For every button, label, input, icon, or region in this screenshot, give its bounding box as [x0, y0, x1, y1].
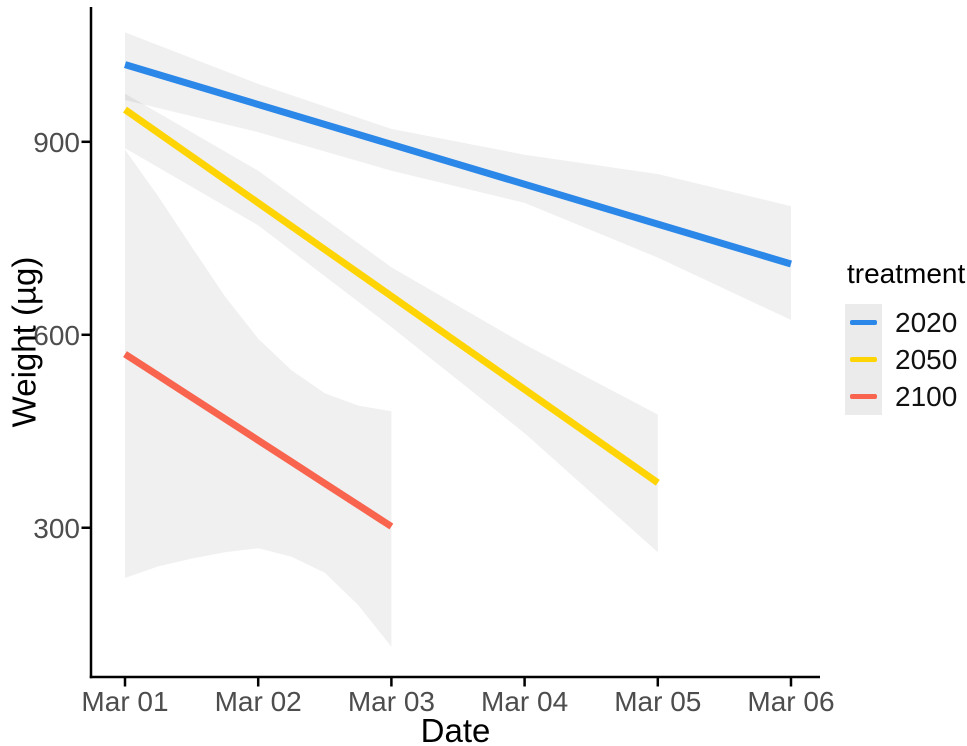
x-tick-label-mar-01: Mar 01 [81, 686, 168, 717]
ci-ribbon-2050 [125, 93, 658, 553]
legend-item-2100: 2100 [845, 378, 965, 415]
legend-title: treatment [847, 258, 966, 289]
legend-key-line-2020 [850, 320, 877, 325]
legend-key-line-2050 [850, 357, 877, 362]
x-tick-label-mar-03: Mar 03 [348, 686, 435, 717]
legend-item-2020: 2020 [845, 304, 965, 341]
x-tick-label-mar-05: Mar 05 [614, 686, 701, 717]
legend-items: 2020 2050 2100 [845, 304, 965, 415]
ci-ribbon-2020 [125, 32, 791, 321]
x-tick-label-mar-06: Mar 06 [747, 686, 834, 717]
x-tick-label-mar-02: Mar 02 [215, 686, 302, 717]
legend-key-2020 [845, 304, 882, 341]
legend-label-2050: 2050 [895, 343, 958, 375]
y-tick-label-900: 900 [33, 127, 80, 158]
ci-ribbon-2100 [125, 149, 392, 647]
x-tick-label-mar-04: Mar 04 [481, 686, 568, 717]
legend-key-2100 [845, 378, 882, 415]
legend-item-2050: 2050 [845, 341, 965, 378]
trend-line-2100 [123, 351, 394, 530]
legend: treatment 2020 2050 2100 [845, 258, 965, 415]
trend-line-2020 [123, 61, 793, 268]
legend-key-line-2100 [850, 394, 877, 399]
y-axis-title: Weight (µg) [5, 256, 43, 428]
legend-label-2100: 2100 [895, 380, 958, 412]
y-tick-label-300: 300 [33, 513, 80, 544]
x-axis-title: Date [420, 712, 491, 746]
y-tick-label-600: 600 [33, 320, 80, 351]
legend-label-2020: 2020 [895, 306, 958, 338]
legend-key-2050 [845, 341, 882, 378]
trend-line-2050 [122, 106, 660, 486]
